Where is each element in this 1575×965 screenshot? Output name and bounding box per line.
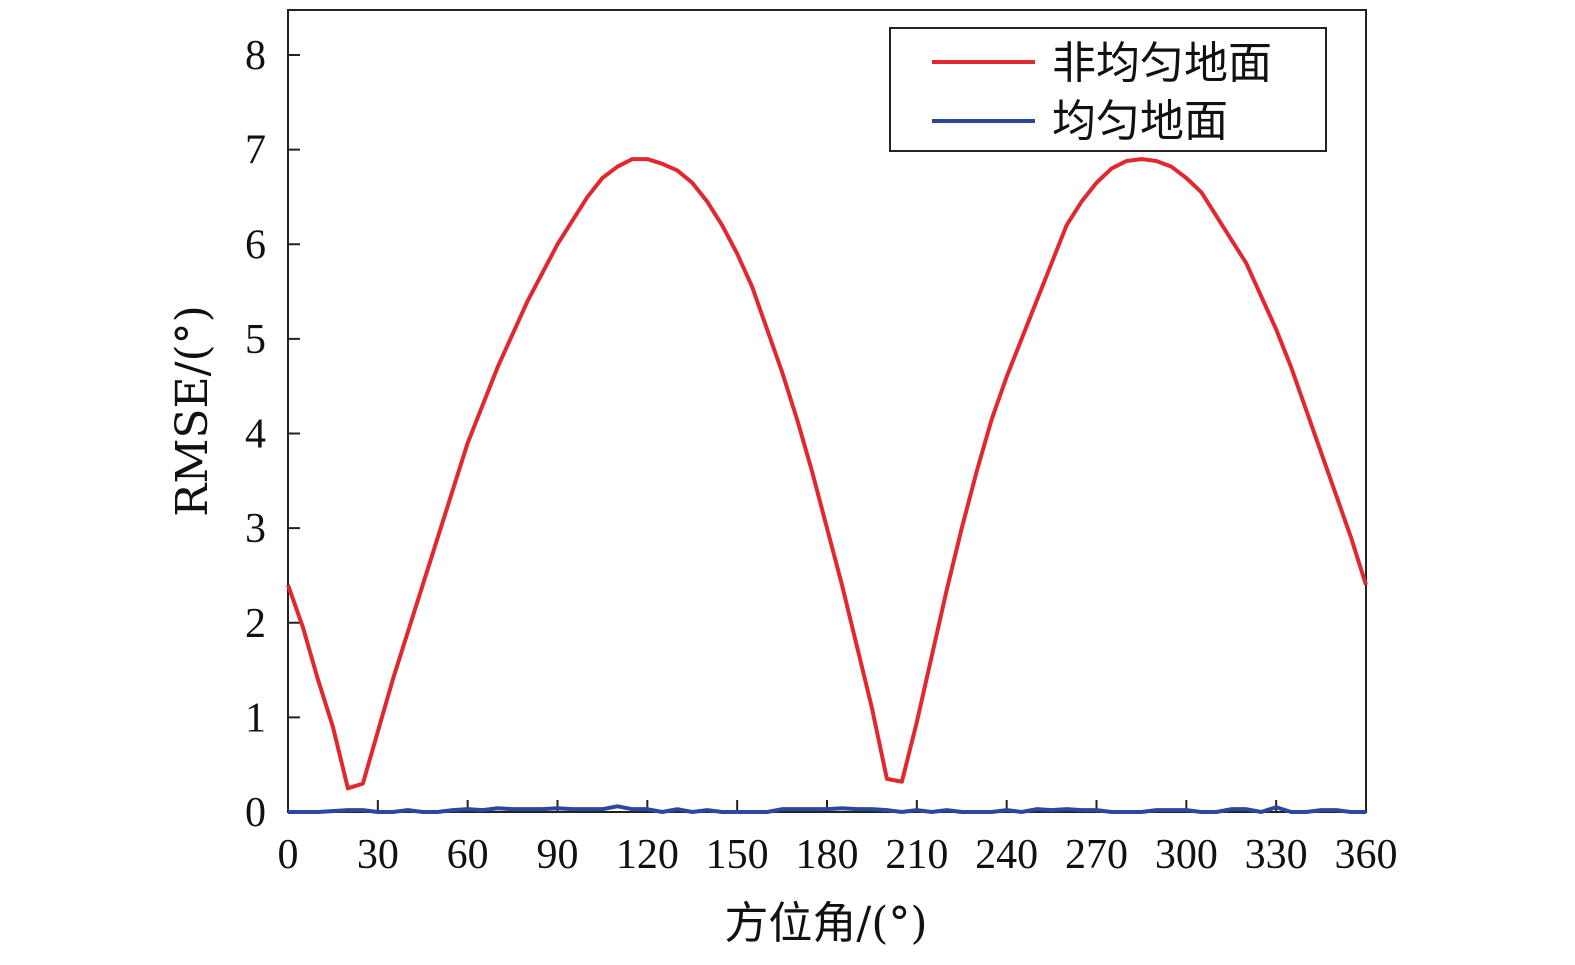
x-tick-label: 360	[1335, 832, 1398, 878]
series-layer	[286, 157, 1368, 814]
x-tick-label: 300	[1155, 832, 1218, 878]
x-tick-label: 150	[706, 832, 769, 878]
x-tick-label: 90	[537, 832, 579, 878]
y-tick-label: 0	[245, 790, 266, 836]
x-tick-label: 330	[1245, 832, 1308, 878]
y-tick-label: 2	[245, 601, 266, 647]
x-tick-label: 270	[1065, 832, 1128, 878]
x-tick-label: 180	[796, 832, 859, 878]
legend-box	[889, 27, 1327, 152]
x-tick-label: 30	[357, 832, 399, 878]
x-tick-label: 240	[975, 832, 1038, 878]
series-line-uniform	[288, 804, 1366, 814]
x-axis-title: 方位角/(°)	[724, 898, 927, 949]
y-tick-label: 6	[245, 222, 266, 268]
y-tick-label: 7	[245, 128, 266, 174]
x-tick-label: 60	[447, 832, 489, 878]
legend: 非均匀地面 均匀地面	[889, 27, 1327, 152]
x-tick-label: 120	[616, 832, 679, 878]
y-tick-label: 3	[245, 506, 266, 552]
y-tick-label: 4	[245, 412, 266, 458]
x-tick-label: 210	[885, 832, 948, 878]
legend-label-uniform: 均匀地面	[1052, 96, 1228, 147]
y-tick-label: 1	[245, 695, 266, 741]
y-axis: 0 1 2 3 4 5 6 7 8	[245, 33, 300, 836]
y-axis-title: RMSE/(°)	[167, 305, 218, 517]
series-line-non-uniform	[286, 157, 1368, 791]
y-tick-label: 5	[245, 317, 266, 363]
x-tick-label: 0	[278, 832, 299, 878]
x-axis: 0 30 60 90 120 150 180 210 240 270 300 330 360	[278, 800, 1398, 878]
legend-label-non-uniform: 非均匀地面	[1052, 38, 1272, 89]
y-tick-label: 8	[245, 33, 266, 79]
